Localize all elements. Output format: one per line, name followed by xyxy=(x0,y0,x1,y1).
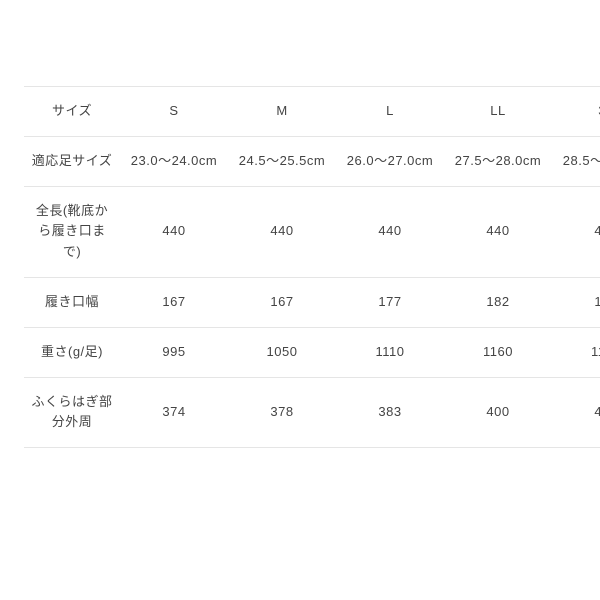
cell: 1160 xyxy=(444,327,552,377)
cell: 378 xyxy=(228,377,336,448)
size-table: サイズ S M L LL 3L 適応足サイズ 23.0～24.0cm 24.5～… xyxy=(24,86,600,448)
table-row: ふくらはぎ部分外周 374 378 383 400 418 xyxy=(24,377,600,448)
cell: 1110 xyxy=(336,327,444,377)
cell: 440 xyxy=(336,186,444,277)
cell: 440 xyxy=(444,186,552,277)
cell: 187 xyxy=(552,277,600,327)
cell: 167 xyxy=(120,277,228,327)
cell: 440 xyxy=(228,186,336,277)
row-label: 全長(靴底から履き口まで) xyxy=(24,186,120,277)
col-header-l: L xyxy=(336,87,444,137)
cell: 177 xyxy=(336,277,444,327)
col-header-label: サイズ xyxy=(24,87,120,137)
cell: 23.0～24.0cm xyxy=(120,136,228,186)
row-label: 重さ(g/足) xyxy=(24,327,120,377)
cell: 440 xyxy=(120,186,228,277)
table-row: 適応足サイズ 23.0～24.0cm 24.5～25.5cm 26.0～27.0… xyxy=(24,136,600,186)
cell: 400 xyxy=(444,377,552,448)
table-header-row: サイズ S M L LL 3L xyxy=(24,87,600,137)
col-header-ll: LL xyxy=(444,87,552,137)
cell: 374 xyxy=(120,377,228,448)
row-label: 適応足サイズ xyxy=(24,136,120,186)
table-row: 重さ(g/足) 995 1050 1110 1160 1190 xyxy=(24,327,600,377)
cell: 1050 xyxy=(228,327,336,377)
cell: 167 xyxy=(228,277,336,327)
cell: 995 xyxy=(120,327,228,377)
table-row: 全長(靴底から履き口まで) 440 440 440 440 440 xyxy=(24,186,600,277)
cell: 24.5～25.5cm xyxy=(228,136,336,186)
cell: 383 xyxy=(336,377,444,448)
cell: 27.5～28.0cm xyxy=(444,136,552,186)
table-row: 履き口幅 167 167 177 182 187 xyxy=(24,277,600,327)
col-header-s: S xyxy=(120,87,228,137)
row-label: ふくらはぎ部分外周 xyxy=(24,377,120,448)
row-label: 履き口幅 xyxy=(24,277,120,327)
col-header-3l: 3L xyxy=(552,87,600,137)
cell: 26.0～27.0cm xyxy=(336,136,444,186)
cell: 418 xyxy=(552,377,600,448)
cell: 182 xyxy=(444,277,552,327)
cell: 28.5～29.0cm xyxy=(552,136,600,186)
cell: 1190 xyxy=(552,327,600,377)
size-table-container: サイズ S M L LL 3L 適応足サイズ 23.0～24.0cm 24.5～… xyxy=(0,0,600,448)
cell: 440 xyxy=(552,186,600,277)
col-header-m: M xyxy=(228,87,336,137)
